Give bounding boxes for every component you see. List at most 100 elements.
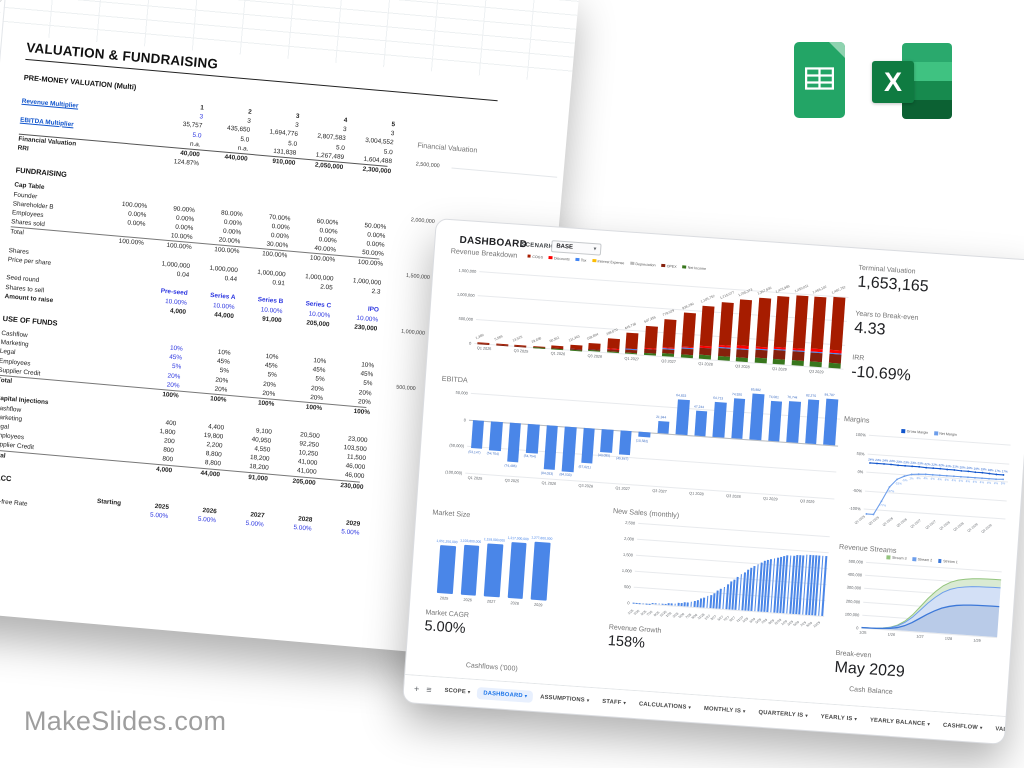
sheets-grid-glyph: [805, 67, 834, 90]
chevron-down-icon: ▾: [854, 716, 858, 722]
stat-irr: IRR -10.69%: [850, 354, 912, 385]
sheet-tab-assumptions[interactable]: ASSUMPTIONS ▾: [539, 694, 590, 704]
legend-item: Net Income: [682, 265, 706, 270]
chevron-down-icon: ▾: [467, 689, 471, 695]
svg-text:24%: 24%: [889, 459, 896, 463]
svg-text:19%: 19%: [973, 467, 980, 471]
sheet-tab-cashflow[interactable]: CASHFLOW ▾: [942, 722, 983, 732]
svg-text:17%: 17%: [995, 469, 1002, 473]
sheet-tab-yearly-balance[interactable]: YEARLY BALANCE ▾: [869, 717, 931, 728]
chevron-down-icon: ▾: [688, 704, 692, 710]
chevron-down-icon: ▾: [524, 693, 528, 699]
ebitda-plot: 50,000 0 (50,000) (100,000) (53,147) (54,704)…: [445, 387, 840, 504]
svg-text:4%: 4%: [994, 481, 999, 485]
google-sheets-icon: [794, 42, 845, 118]
sheet-tab-scope[interactable]: SCOPE ▾: [444, 687, 471, 696]
chevron-down-icon: ▾: [979, 725, 983, 731]
svg-text:20%: 20%: [959, 465, 966, 469]
all-sheets-menu-icon[interactable]: ≡: [426, 684, 432, 695]
market-size-chart: Market Size 1,051,250,000 2025 1,103,800,0…: [426, 507, 561, 614]
svg-text:21%: 21%: [952, 464, 959, 468]
svg-text:-5%: -5%: [902, 478, 908, 482]
svg-text:4%: 4%: [951, 478, 956, 482]
legend-item: Stream 3: [886, 555, 907, 561]
chevron-down-icon: ▾: [593, 246, 597, 253]
stat-terminal-valuation: Terminal Valuation 1,653,165: [856, 264, 930, 296]
legend-item: Depreciation: [630, 261, 656, 267]
chevron-down-icon: ▾: [623, 700, 627, 706]
legend-item: Discounts: [548, 255, 570, 261]
legend-item: Stream 1: [938, 559, 958, 564]
svg-text:24%: 24%: [868, 457, 875, 461]
legend-item: Stream 2: [912, 557, 932, 562]
sheet-tab-valuation[interactable]: VALUATION▾: [995, 726, 1024, 735]
svg-text:17%: 17%: [1002, 469, 1009, 473]
legend-item: Interest Expense: [592, 258, 625, 265]
svg-text:4%: 4%: [923, 476, 928, 480]
dashboard-sheet: DASHBOARD SCENARIO BASE ▾ Revenue Breakd…: [402, 218, 1024, 745]
svg-text:21%: 21%: [945, 464, 952, 468]
chart-title: Market Size: [432, 507, 471, 520]
sheet-tab-dashboard[interactable]: DASHBOARD ▾: [476, 687, 534, 703]
svg-text:4%: 4%: [987, 481, 992, 485]
svg-text:-15%: -15%: [895, 481, 903, 486]
stat-revenue-growth: Revenue Growth 158%: [607, 624, 662, 652]
margins-plot: 100% 50% 0% -50% -100% 24% 24% 24% 24% 23% 23% 23% 2…: [849, 431, 1011, 534]
sheet-tab-bar: + ≡ SCOPE ▾ DASHBOARD ▾ ASSUMPTIONS ▾ STAFF ▾ CA…: [403, 673, 1024, 743]
svg-text:4%: 4%: [980, 480, 985, 484]
svg-text:-37%: -37%: [887, 489, 895, 494]
svg-text:24%: 24%: [875, 458, 882, 462]
svg-text:23%: 23%: [910, 461, 917, 465]
legend-item: Net Margin: [934, 431, 957, 437]
svg-text:3%: 3%: [916, 476, 921, 480]
makeslides-logo: MakeSlides.com: [24, 706, 227, 736]
svg-text:24%: 24%: [882, 458, 889, 462]
sheet-tab-calculations[interactable]: CALCULATIONS ▾: [638, 701, 692, 711]
legend-item: OPEX: [661, 263, 677, 268]
add-sheet-icon[interactable]: +: [413, 683, 420, 694]
svg-text:22%: 22%: [924, 462, 931, 466]
stat-break-even: Break-even May 2029: [834, 649, 906, 681]
svg-text:23%: 23%: [903, 460, 910, 464]
svg-text:4%: 4%: [944, 478, 949, 482]
svg-text:4%: 4%: [958, 479, 963, 483]
svg-text:1%: 1%: [909, 476, 914, 480]
svg-text:19%: 19%: [981, 467, 988, 471]
stat-years-to-break-even: Years to Break-even 4.33: [853, 310, 919, 339]
folded-corner: [829, 42, 845, 58]
excel-sheet-panels: [902, 43, 952, 119]
excel-x-glyph: X: [872, 61, 914, 103]
svg-text:23%: 23%: [896, 460, 903, 464]
svg-text:22%: 22%: [931, 463, 938, 467]
scenario-value: BASE: [556, 243, 574, 251]
cashflows-chart-title: Cashflows ('000): [465, 662, 518, 673]
stat-market-cagr: Market CAGR 5.00%: [423, 609, 470, 638]
svg-text:5%: 5%: [1001, 481, 1006, 485]
svg-text:4%: 4%: [966, 479, 971, 483]
svg-text:4%: 4%: [937, 477, 942, 481]
svg-text:20%: 20%: [966, 466, 973, 470]
sheet-tab-yearly-is[interactable]: YEARLY IS ▾: [820, 714, 858, 723]
svg-text:4%: 4%: [973, 480, 978, 484]
svg-text:23%: 23%: [917, 461, 924, 465]
chevron-down-icon: ▾: [805, 712, 808, 719]
revenue-breakdown-legend: COGS Discounts Tax Interest Expense Deprecia…: [527, 254, 706, 270]
market-size-plot: 1,051,250,000 2025 1,103,800,000 2026 1,159,…: [436, 535, 553, 608]
cash-balance-chart-title: Cash Balance: [848, 685, 893, 696]
revenue-streams-chart: Revenue Streams Stream 3 Stream 2 Stream 1…: [832, 542, 1007, 657]
revenue-streams-plot: 500,000 400,000 300,000 200,000 100,000 0 1/25…: [845, 558, 1002, 643]
chevron-down-icon: ▾: [927, 721, 931, 727]
sheet-tab-monthly-is[interactable]: MONTHLY IS ▾: [703, 705, 746, 715]
svg-text:4%: 4%: [930, 477, 935, 481]
legend-item: Gross Margin: [901, 429, 928, 435]
svg-text:22%: 22%: [938, 463, 945, 467]
new-sales-chart: New Sales (monthly) 2,500 2,000 1,500 1,000…: [605, 506, 835, 637]
legend-item: COGS: [527, 254, 543, 259]
chevron-down-icon: ▾: [586, 697, 590, 703]
margins-chart: Margins Gross Margin Net Margin 100% 50% 0%…: [836, 414, 1016, 550]
new-sales-plot: 2,500 2,000 1,500 1,000 500 0 1/25 3/25 5/25 7/25…: [622, 519, 830, 628]
sheet-tab-quarterly-is[interactable]: QUARTERLY IS ▾: [758, 709, 808, 719]
sheet-tab-staff[interactable]: STAFF ▾: [602, 698, 627, 707]
legend-item: Tax: [575, 257, 587, 262]
